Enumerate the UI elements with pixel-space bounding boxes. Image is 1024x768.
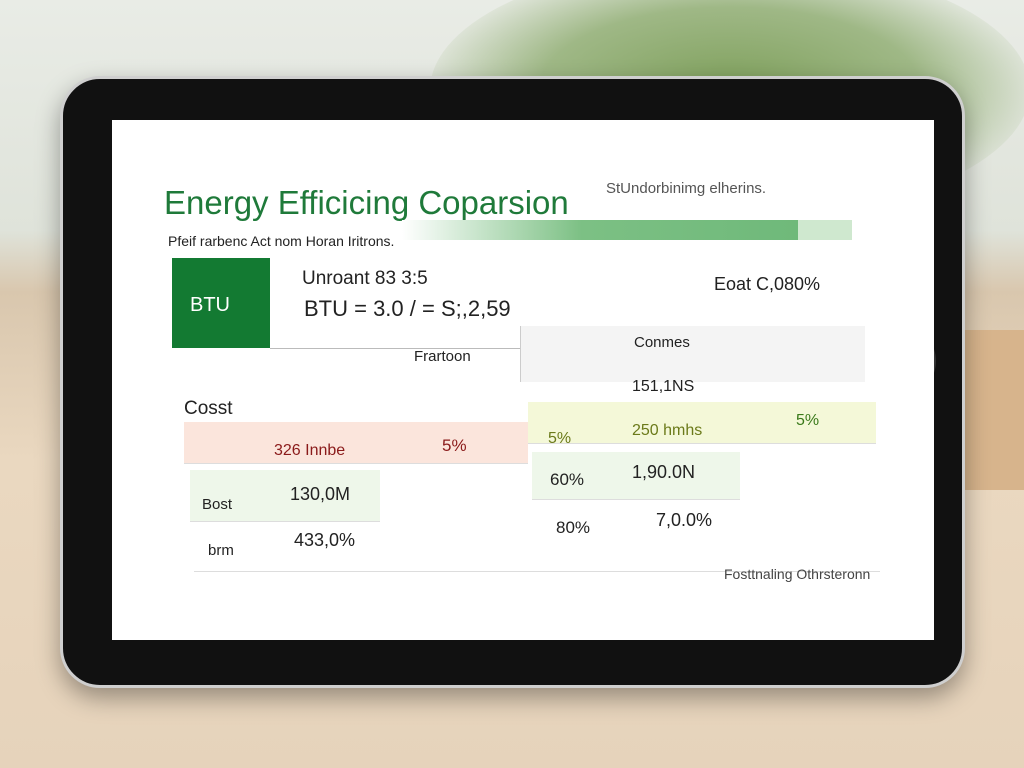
progress-bar [402,220,852,240]
cell: 5% [796,412,820,429]
footer: Fosttnaling Othrsteronn [724,566,871,582]
subtitle: StUndorbinimg elherins. [606,180,767,197]
cell: 433,0% [294,530,356,550]
cell: 1,90.0N [632,462,696,482]
badge-label: BTU [190,294,230,316]
cell: 80% [556,518,591,537]
table-row [528,402,876,444]
cell: 5% [442,436,467,455]
table-row [190,470,380,522]
summary-value: Eoat C,080% [714,274,821,294]
caption: Pfeif rarbenc Act nom Horan Iritrons. [168,233,395,249]
screen: Energy Efficicing Coparsion StUndorbinim… [112,120,934,640]
summary-line: BTU = 3.0 / = S;,2,59 [304,296,511,321]
cell: 7,0.0% [656,510,713,530]
cell: 130,0M [290,484,351,504]
row-label: Cosst [184,398,233,419]
cell: Bost [202,496,233,513]
cell: 326 Innbe [274,442,346,459]
table-row [532,452,740,500]
cell: brm [208,542,234,559]
cell: 250 hmhs [632,422,703,439]
title: Energy Efficicing Coparsion [164,184,569,221]
table-row [184,422,528,464]
column-subheader: 151,1NS [632,378,695,395]
header-cell [520,326,865,382]
cell: 5% [548,430,572,447]
summary-line: Unroant 83 3:5 [302,268,428,289]
table-row [194,522,880,572]
column-header: Conmes [634,334,690,351]
column-header: Frartoon [414,348,471,365]
cell: 60% [550,470,585,489]
badge [172,258,270,348]
